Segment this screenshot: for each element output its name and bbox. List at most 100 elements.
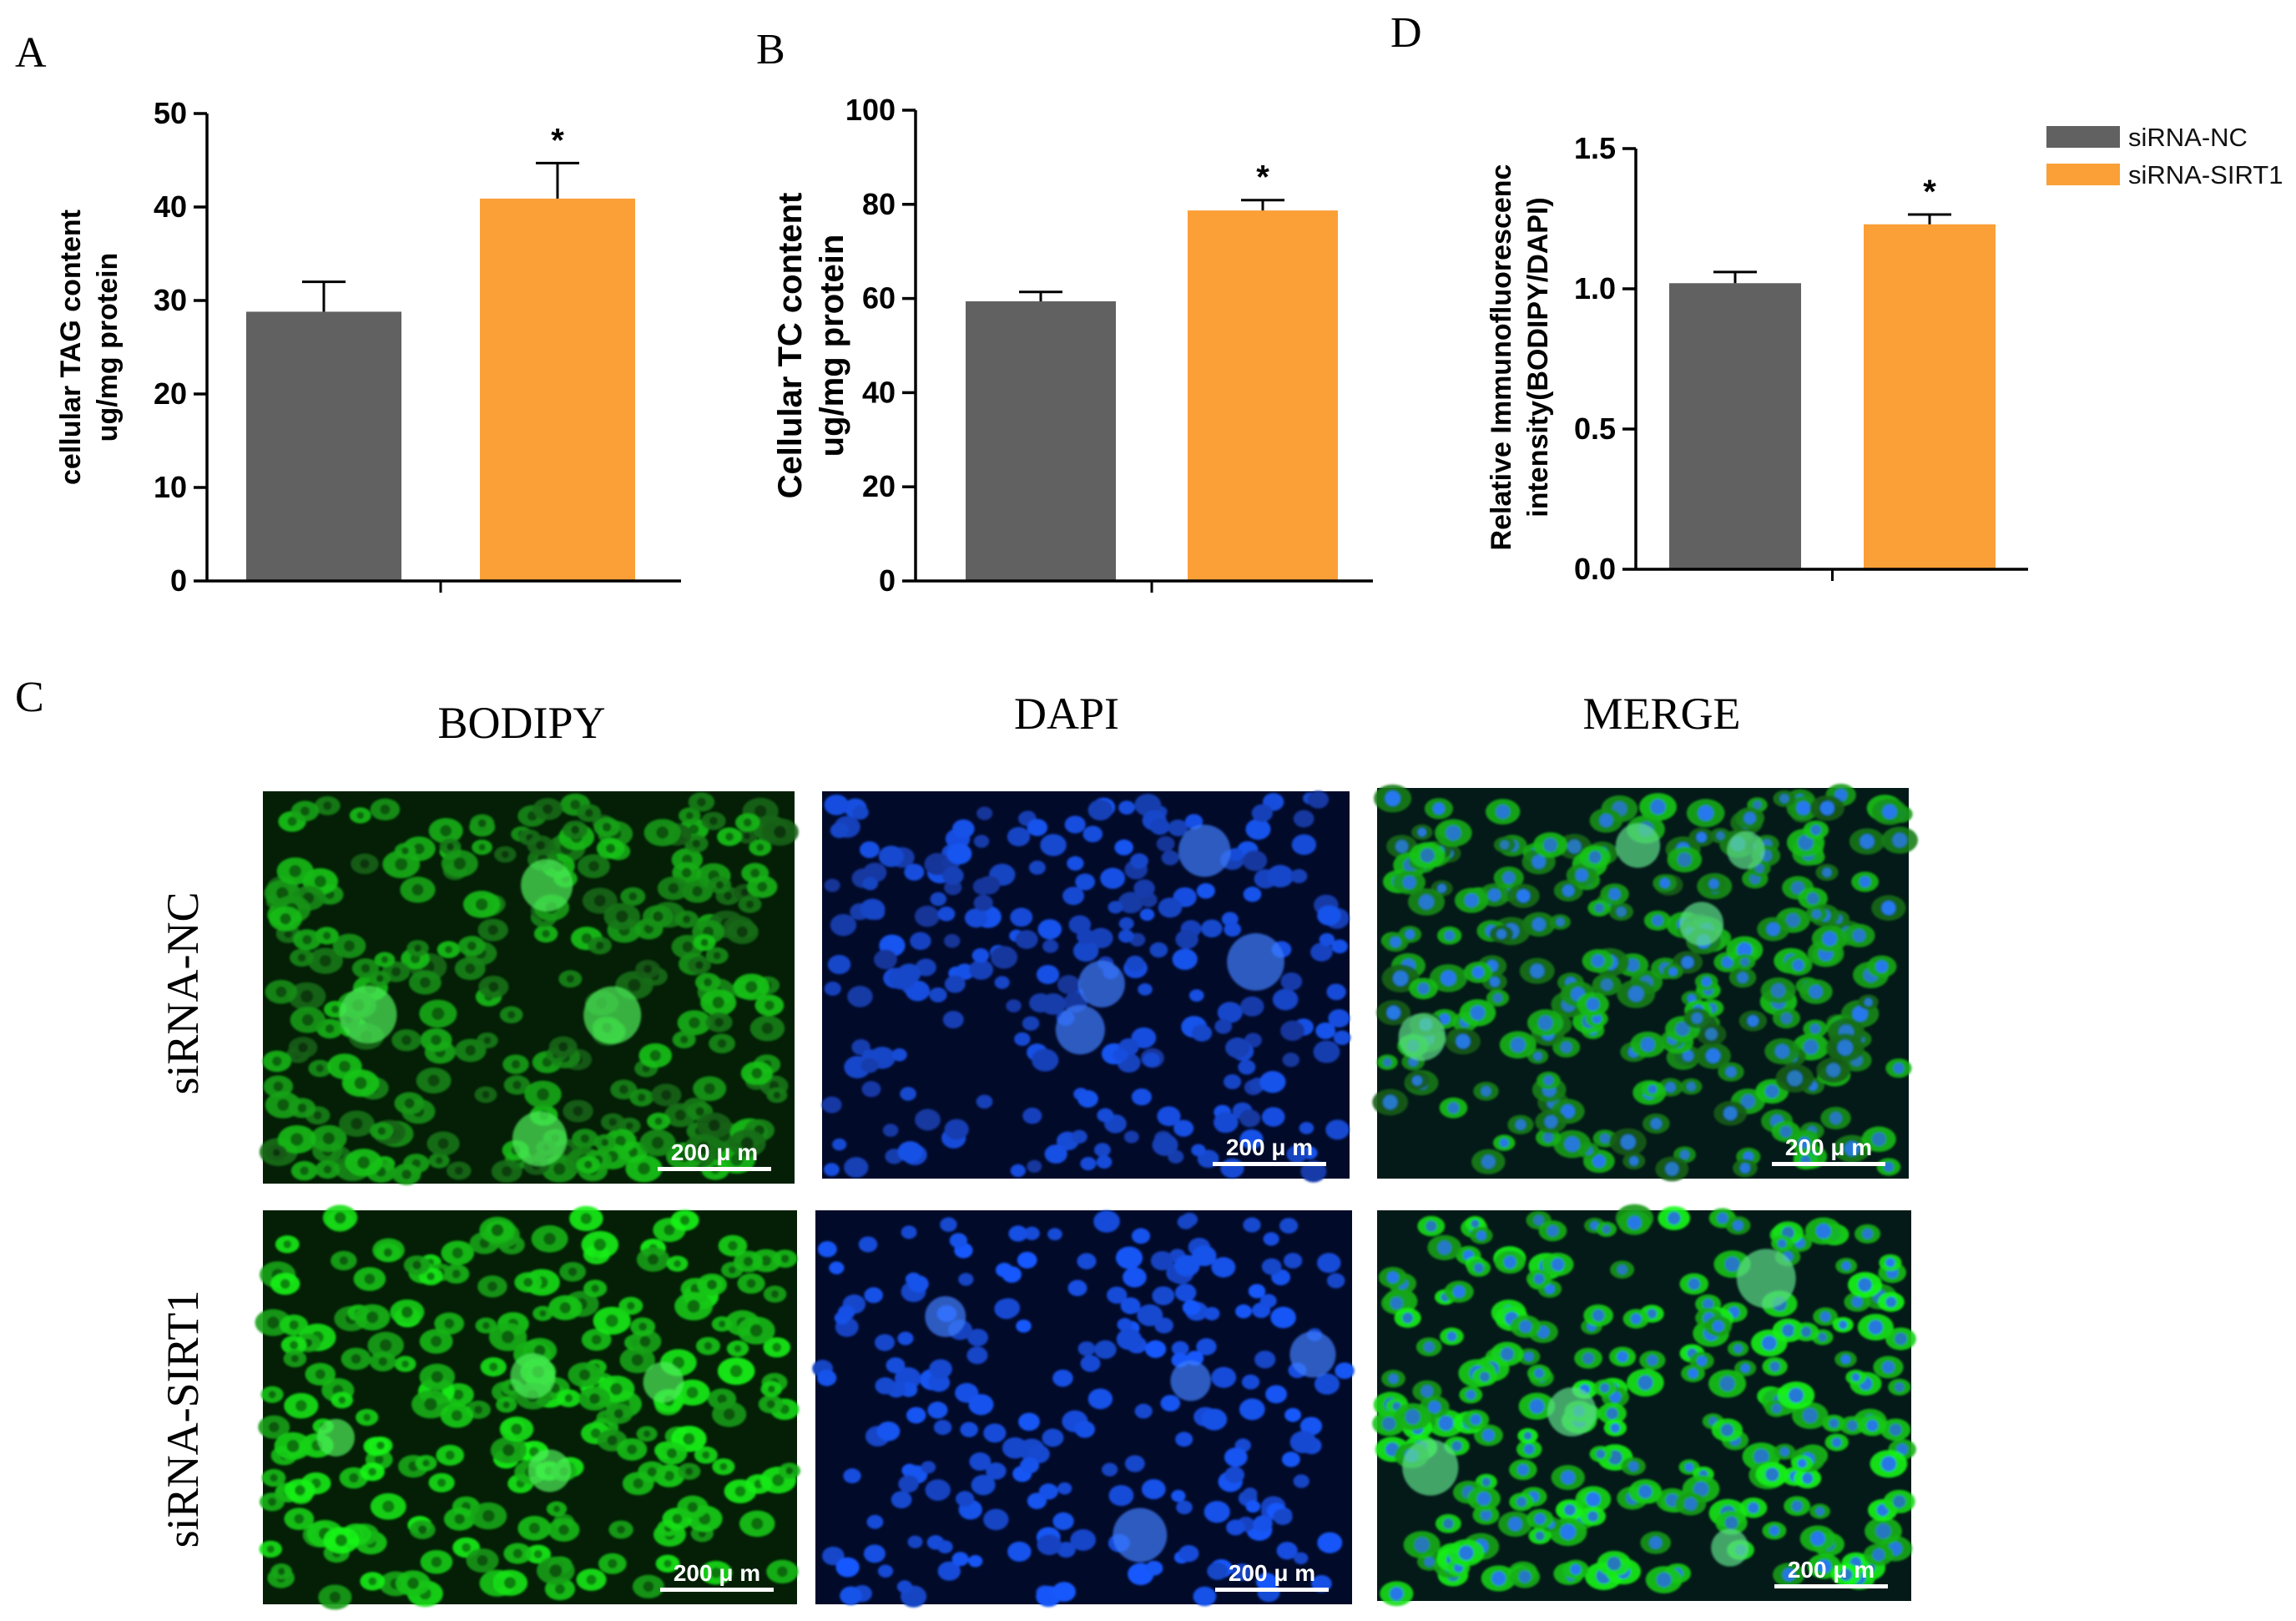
micro-nc-dapi-nucleus <box>1014 1032 1031 1047</box>
micro-nc-merge-nucleus <box>1516 889 1531 903</box>
micro-s1-bodipy-nucleus <box>426 1272 435 1280</box>
micro-s1-dapi-nucleus <box>822 1546 845 1566</box>
micro-nc-merge-nucleus <box>1677 852 1692 867</box>
micro-s1-dapi-nucleus <box>1093 1209 1120 1233</box>
micro-s1-merge-nucleus <box>1889 1423 1902 1437</box>
micro-s1-dapi-nucleus <box>874 1334 896 1351</box>
micrograph-sirt1-bodipy: 200 μ m <box>255 1204 800 1610</box>
micro-s1-bodipy-nucleus <box>591 1284 599 1293</box>
micro-s1-bodipy-nucleus <box>366 1311 379 1324</box>
micro-nc-dapi-nucleus <box>1093 1143 1111 1157</box>
micro-s1-dapi-nucleus <box>956 1491 975 1507</box>
chart-b: * 0 20 40 60 80 100 Cellular TC content ug/mg pr… <box>772 93 1373 598</box>
micro-s1-bodipy-nucleus <box>511 1423 522 1435</box>
micro-nc-merge-scale-bar <box>1772 1162 1885 1166</box>
micro-s1-dapi-nucleus <box>817 1240 837 1258</box>
micrograph-sirt1-dapi: 200 μ m <box>812 1209 1355 1608</box>
micro-nc-dapi-nucleus <box>1096 1155 1113 1169</box>
micro-nc-bodipy-nucleus <box>704 977 713 987</box>
micro-s1-merge-nucleus <box>1491 1571 1506 1586</box>
micro-nc-merge-nucleus <box>1860 834 1875 849</box>
micro-s1-dapi-nucleus <box>929 1359 952 1379</box>
micro-nc-dapi-nucleus <box>1118 800 1135 815</box>
micro-s1-dapi-nucleus <box>1211 1366 1237 1388</box>
micro-s1-dapi-nucleus <box>1253 1515 1273 1533</box>
micro-nc-dapi-nucleus <box>1067 856 1084 871</box>
micro-s1-merge-nucleus <box>1534 1513 1546 1525</box>
micro-nc-merge-nucleus <box>1447 1102 1460 1114</box>
micro-nc-merge-nucleus <box>1385 790 1400 806</box>
micro-s1-merge-nucleus <box>1458 1545 1474 1561</box>
micro-s1-bodipy-nucleus <box>431 1556 442 1568</box>
micro-s1-bodipy-nucleus <box>339 1256 349 1265</box>
micro-nc-dapi-nucleus <box>1156 836 1175 852</box>
micro-s1-dapi-nucleus <box>1317 1532 1343 1553</box>
micro-s1-merge-nucleus <box>1779 1447 1789 1457</box>
micro-nc-dapi-nucleus <box>844 1157 869 1178</box>
micro-s1-merge-nucleus <box>1862 1228 1873 1240</box>
micro-nc-dapi-nucleus <box>861 1081 881 1098</box>
micro-s1-bodipy-nucleus <box>489 1362 498 1371</box>
micro-nc-dapi-cluster <box>1077 960 1125 1007</box>
micro-s1-dapi-scale-bar-label: 200 μ m <box>1229 1560 1315 1586</box>
micro-nc-bodipy-nucleus <box>602 822 612 832</box>
micro-s1-bodipy-nucleus <box>374 1455 384 1464</box>
micro-nc-bodipy-nucleus <box>361 963 371 973</box>
micro-s1-merge-nucleus <box>1524 1351 1534 1361</box>
micro-nc-merge-nucleus <box>1487 888 1501 901</box>
micro-nc-dapi-nucleus <box>1310 942 1333 962</box>
micro-nc-bodipy-nucleus <box>447 842 454 851</box>
micro-s1-dapi-nucleus <box>968 1394 994 1416</box>
micro-s1-merge-scale-bar <box>1774 1584 1888 1588</box>
micro-s1-dapi-nucleus <box>1281 1452 1300 1467</box>
micro-s1-dapi-nucleus <box>1335 1362 1355 1380</box>
micro-s1-merge-nucleus <box>1570 1563 1582 1575</box>
micro-nc-bodipy-nucleus <box>287 816 297 826</box>
micro-s1-bodipy-nucleus <box>687 1502 699 1512</box>
micro-nc-merge-nucleus <box>1472 966 1485 978</box>
micro-s1-dapi-nucleus <box>1211 1257 1236 1278</box>
micro-s1-dapi-nucleus <box>1226 1519 1245 1536</box>
micro-nc-merge-nucleus <box>1386 1005 1401 1020</box>
micro-nc-bodipy-nucleus <box>558 1042 568 1052</box>
micro-nc-merge-nucleus <box>1402 876 1416 890</box>
micro-nc-bodipy-nucleus <box>453 857 467 870</box>
micro-nc-bodipy-nucleus <box>323 801 332 810</box>
micro-s1-dapi-scale-bar <box>1215 1588 1329 1592</box>
chart-d-y-tick-label: 1.5 <box>1574 131 1616 165</box>
micro-s1-dapi-nucleus <box>1239 1398 1265 1421</box>
micro-nc-bodipy-nucleus <box>401 1169 411 1179</box>
micro-nc-bodipy-nucleus <box>764 1000 775 1011</box>
micro-s1-dapi-nucleus <box>1017 1251 1037 1269</box>
micro-nc-merge-nucleus <box>1502 871 1516 884</box>
micro-nc-dapi-nucleus <box>1214 1112 1239 1134</box>
micro-nc-merge-nucleus <box>1881 901 1896 916</box>
micro-nc-dapi-nucleus <box>994 976 1010 989</box>
micro-s1-merge-cells <box>1372 1204 1916 1607</box>
micro-s1-bodipy-nucleus <box>502 1401 510 1409</box>
micro-nc-dapi-nucleus <box>944 975 966 993</box>
micro-nc-bodipy-cells <box>259 792 799 1185</box>
micro-s1-merge-nucleus <box>1733 1220 1743 1231</box>
micro-nc-dapi-nucleus <box>1152 1134 1178 1156</box>
micro-s1-bodipy-nucleus <box>647 1467 657 1477</box>
micrograph-nc-dapi: 200 μ m <box>821 790 1351 1183</box>
micro-nc-dapi-nucleus <box>1076 928 1095 945</box>
micro-nc-merge-nucleus <box>1686 1082 1696 1092</box>
micro-s1-dapi-nucleus <box>966 1328 989 1346</box>
micro-s1-merge-nucleus <box>1896 1443 1909 1456</box>
micro-s1-merge-nucleus <box>1761 1336 1777 1351</box>
micro-nc-bodipy-nucleus <box>656 826 669 839</box>
micro-s1-bodipy-nucleus <box>289 1320 299 1331</box>
micro-nc-merge-nucleus <box>1575 868 1588 881</box>
micro-nc-bodipy-nucleus <box>724 891 733 901</box>
micro-s1-bodipy-nucleus <box>412 1260 421 1270</box>
micro-nc-merge-nucleus <box>1737 942 1753 957</box>
chart-b-bar-2 <box>1188 210 1338 581</box>
micro-nc-bodipy-nucleus <box>651 1136 664 1149</box>
micro-nc-bodipy-nucleus <box>643 965 653 973</box>
micro-s1-dapi-nucleus <box>949 1233 968 1249</box>
micro-nc-merge-nucleus <box>1392 970 1409 987</box>
micro-nc-bodipy-nucleus <box>615 910 628 923</box>
